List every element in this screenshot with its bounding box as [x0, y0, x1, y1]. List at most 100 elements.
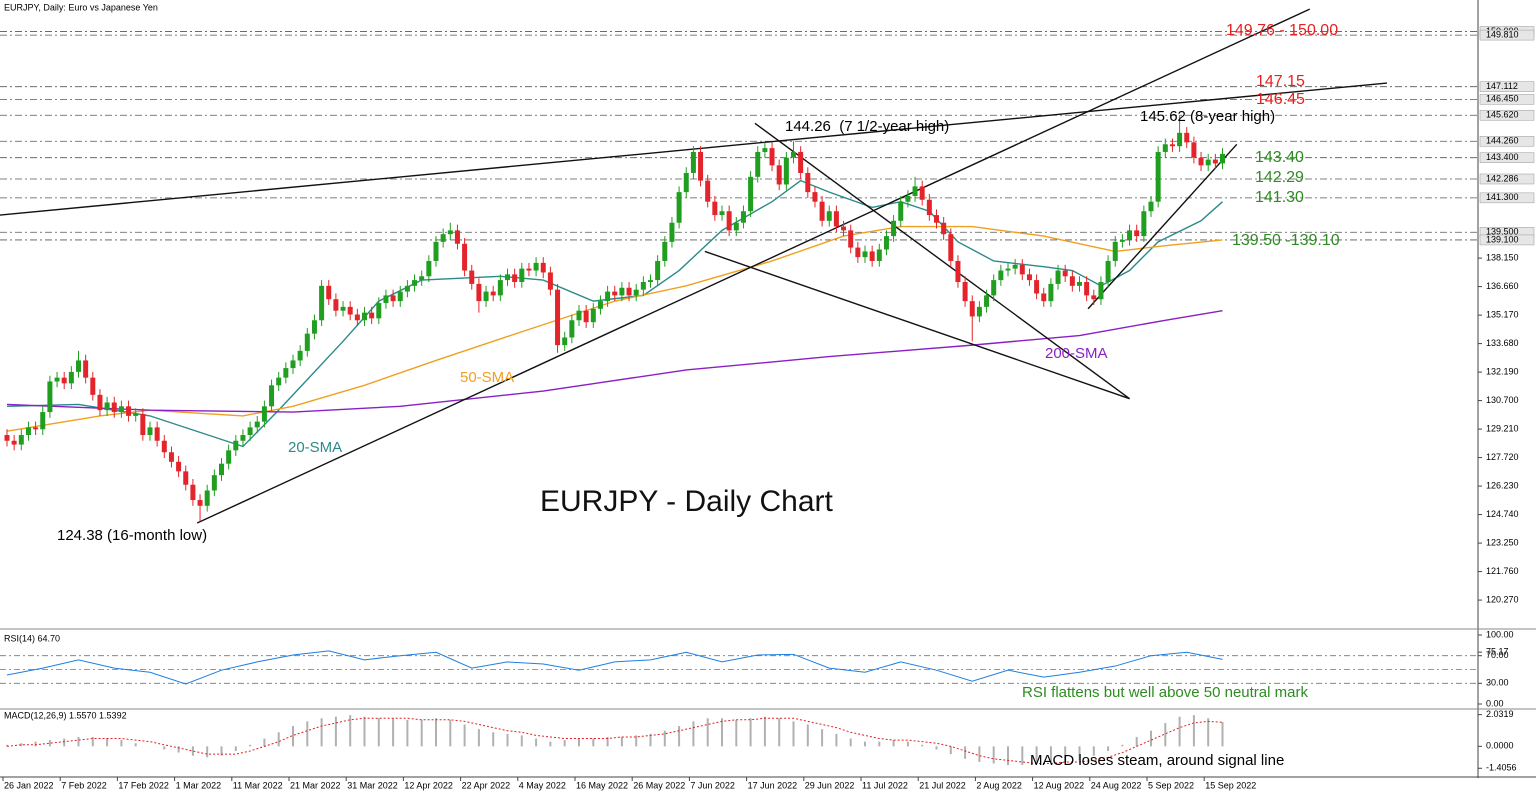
candle-body: [176, 461, 182, 472]
candle-body: [712, 201, 718, 216]
rsi-line: [6, 650, 1223, 685]
candle-body: [1055, 270, 1061, 284]
moving-average: [6, 310, 1223, 413]
candle-body: [183, 471, 189, 485]
candle-body: [798, 151, 804, 173]
panel-title: MACD(12,26,9) 1.5570 1.5392: [4, 710, 127, 720]
candle-body: [1127, 230, 1133, 240]
candle-body: [369, 312, 375, 319]
level-label: 142.286: [1486, 173, 1519, 183]
y-tick-label: 2.0319: [1486, 709, 1514, 719]
candle-body: [419, 276, 425, 281]
candle-body: [1034, 280, 1040, 294]
candle-body: [1019, 264, 1025, 275]
candle-body: [1026, 274, 1032, 281]
annotation: MACD loses steam, around signal line: [1030, 752, 1284, 769]
y-tick-label: 130.700: [1486, 395, 1519, 405]
candle-body: [597, 301, 603, 309]
candle-body: [433, 241, 439, 261]
candle-body: [304, 333, 310, 351]
candle-body: [197, 500, 203, 506]
annotation: 147.15: [1256, 73, 1305, 90]
trendline: [1087, 143, 1238, 310]
candle-body: [690, 151, 696, 173]
candle-body: [848, 230, 854, 248]
level-label-box: [1479, 94, 1535, 105]
candle-body: [354, 314, 360, 321]
candle-body: [605, 291, 611, 302]
candle-body: [447, 230, 453, 235]
level-label-box: [1479, 234, 1535, 246]
candle-body: [261, 406, 267, 422]
candle-body: [776, 165, 782, 185]
panel-title: EURJPY, Daily: Euro vs Japanese Yen: [4, 2, 158, 12]
candle-body: [1091, 295, 1097, 300]
candle-body: [497, 280, 503, 296]
candle-body: [147, 427, 153, 436]
candle-body: [1162, 144, 1168, 152]
candle-body: [862, 251, 868, 258]
y-tick-label: 133.680: [1486, 338, 1519, 348]
candle-body: [791, 151, 796, 158]
y-tick-label: 135.170: [1486, 309, 1519, 319]
moving-average: [6, 225, 1223, 432]
candle-body: [705, 180, 711, 202]
x-tick-label: 11 Jul 2022: [862, 780, 908, 790]
candle-body: [83, 360, 89, 378]
candle-body: [476, 283, 482, 302]
candle-body: [54, 377, 60, 382]
candle-body: [111, 402, 117, 413]
level-label-box: [1479, 81, 1535, 92]
candle-body: [319, 285, 325, 321]
level-label: 143.400: [1486, 152, 1519, 162]
candle-body: [648, 280, 653, 283]
x-tick-label: 21 Jul 2022: [919, 780, 966, 790]
candle-body: [912, 186, 918, 196]
candle-body: [919, 186, 925, 200]
level-label: 147.112: [1486, 81, 1518, 91]
candle-body: [90, 377, 96, 395]
candle-body: [547, 272, 553, 290]
candle-body: [168, 452, 174, 462]
candle-body: [612, 291, 618, 296]
x-tick-label: 15 Sep 2022: [1205, 780, 1256, 790]
candle-body: [562, 337, 568, 346]
x-tick-label: 21 Mar 2022: [290, 780, 341, 790]
candle-body: [68, 371, 74, 384]
y-tick-label: 138.150: [1486, 252, 1519, 262]
candle-body: [297, 350, 303, 361]
candle-body: [676, 192, 682, 223]
moving-average-label: 50-SMA: [460, 369, 514, 386]
candle-body: [104, 402, 110, 411]
candle-body: [154, 427, 160, 441]
candle-body: [383, 295, 389, 304]
candle-body: [1205, 159, 1211, 166]
candle-body: [883, 236, 889, 250]
level-label-box: [1479, 109, 1535, 121]
candle-body: [126, 406, 132, 416]
candle-body: [1184, 132, 1190, 143]
candle-body: [533, 262, 539, 271]
candle-body: [97, 394, 103, 411]
candle-body: [276, 377, 282, 386]
candle-body: [1048, 283, 1054, 302]
candle-body: [1069, 276, 1075, 286]
level-label-box: [1479, 192, 1535, 204]
candle-body: [841, 226, 847, 231]
candle-body: [934, 215, 939, 223]
candle-body: [462, 243, 468, 271]
candle-body: [740, 211, 746, 223]
candle-body: [440, 234, 446, 242]
candle-body: [1134, 230, 1140, 237]
annotation: 145.62 (8-year high): [1140, 108, 1275, 125]
y-tick-label: 136.660: [1486, 281, 1519, 291]
candle-body: [819, 201, 825, 221]
level-label: 139.500: [1486, 227, 1519, 237]
candle-body: [190, 484, 196, 501]
trendline: [754, 122, 1130, 400]
y-tick-label: 121.760: [1486, 566, 1519, 576]
level-label-box: [1479, 173, 1535, 185]
candle-body: [812, 192, 818, 202]
x-tick-label: 12 Aug 2022: [1034, 780, 1085, 790]
y-tick-label: -1.4056: [1486, 763, 1517, 773]
